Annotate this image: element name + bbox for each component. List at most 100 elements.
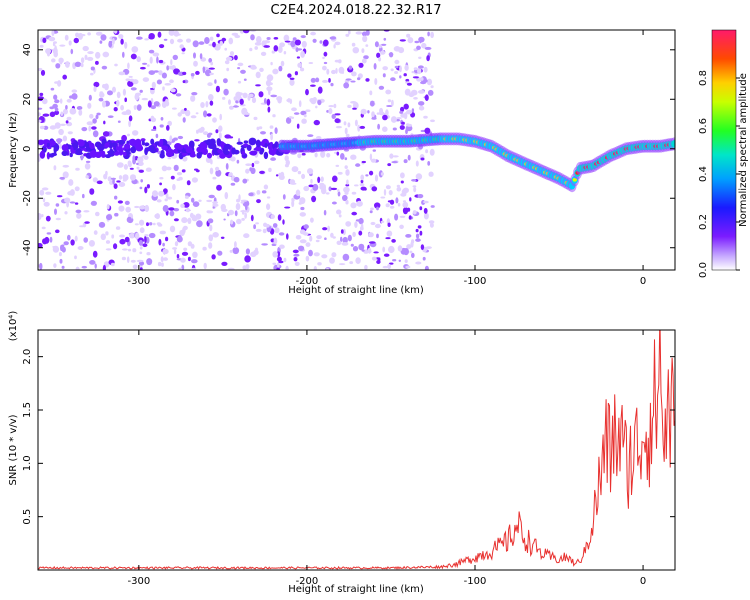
noise-speckle — [428, 220, 435, 224]
noise-speckle — [176, 172, 183, 176]
noise-speckle — [234, 55, 238, 61]
noise-speckle — [174, 33, 181, 36]
noise-speckle — [63, 108, 68, 115]
noise-speckle — [53, 41, 57, 44]
noise-speckle — [79, 225, 85, 228]
noise-speckle — [276, 256, 282, 262]
noise-speckle — [404, 64, 409, 71]
band-speckle — [46, 142, 50, 148]
band-speckle — [161, 145, 169, 151]
noise-speckle — [64, 211, 68, 215]
noise-speckle — [413, 187, 417, 193]
noise-speckle — [360, 223, 364, 230]
noise-speckle — [209, 224, 213, 232]
noise-speckle — [200, 102, 205, 108]
band-speckle — [206, 152, 213, 159]
noise-speckle — [256, 199, 261, 204]
noise-speckle — [208, 234, 214, 242]
band-speckle — [148, 145, 156, 151]
noise-speckle — [140, 66, 146, 70]
noise-speckle — [169, 135, 173, 143]
noise-speckle — [212, 176, 217, 180]
noise-speckle — [344, 165, 348, 170]
noise-speckle — [181, 217, 188, 224]
noise-speckle — [60, 111, 64, 116]
band-speckle — [101, 152, 106, 158]
noise-speckle — [312, 183, 319, 191]
noise-speckle — [106, 214, 113, 221]
noise-speckle — [102, 84, 106, 89]
noise-speckle — [406, 33, 411, 38]
noise-speckle — [42, 37, 47, 43]
noise-speckle — [399, 65, 402, 73]
noise-speckle — [278, 232, 285, 236]
noise-speckle — [139, 267, 143, 270]
noise-speckle — [113, 183, 118, 189]
noise-speckle — [116, 99, 120, 107]
noise-speckle — [376, 52, 381, 58]
noise-speckle — [162, 242, 165, 247]
noise-speckle — [92, 250, 98, 258]
noise-speckle — [349, 261, 354, 265]
noise-speckle — [119, 234, 125, 238]
noise-speckle — [409, 250, 413, 254]
noise-speckle — [412, 210, 417, 215]
noise-speckle — [169, 210, 175, 217]
noise-speckle — [369, 170, 374, 176]
noise-speckle — [305, 88, 309, 96]
noise-speckle — [405, 78, 410, 82]
band-speckle — [189, 152, 196, 158]
noise-speckle — [395, 197, 399, 204]
noise-speckle — [294, 261, 300, 266]
noise-speckle — [148, 49, 155, 54]
noise-speckle — [326, 68, 330, 75]
noise-speckle — [371, 111, 375, 118]
noise-speckle — [105, 240, 111, 244]
noise-speckle — [212, 117, 217, 123]
noise-speckle — [139, 89, 143, 93]
noise-speckle — [320, 150, 326, 158]
noise-speckle — [77, 246, 84, 250]
noise-speckle — [134, 93, 140, 101]
noise-speckle — [128, 120, 132, 128]
noise-speckle — [277, 214, 282, 221]
noise-speckle — [146, 184, 150, 189]
noise-speckle — [403, 73, 407, 77]
band-speckle — [181, 152, 189, 156]
noise-speckle — [161, 262, 164, 267]
noise-speckle — [68, 40, 72, 46]
noise-speckle — [169, 38, 175, 45]
noise-speckle — [238, 194, 241, 202]
noise-speckle — [294, 71, 298, 76]
noise-speckle — [169, 225, 176, 233]
noise-speckle — [313, 252, 320, 257]
noise-speckle — [242, 30, 250, 34]
noise-speckle — [58, 57, 64, 64]
noise-speckle — [71, 89, 78, 93]
noise-speckle — [345, 33, 350, 37]
noise-speckle — [90, 66, 95, 71]
noise-speckle — [54, 110, 60, 116]
noise-speckle — [244, 255, 251, 263]
noise-speckle — [43, 201, 50, 207]
noise-speckle — [52, 245, 59, 248]
band-speckle — [135, 145, 144, 152]
noise-speckle — [266, 98, 271, 106]
noise-speckle — [256, 190, 261, 195]
noise-speckle — [314, 152, 318, 158]
noise-speckle — [223, 78, 228, 84]
band-speckle — [113, 150, 120, 156]
noise-speckle — [126, 256, 130, 264]
noise-speckle — [152, 52, 160, 57]
noise-speckle — [164, 83, 172, 86]
colorbar-tick-label: 0.8 — [698, 70, 709, 86]
noise-speckle — [51, 58, 56, 63]
noise-speckle — [342, 228, 346, 236]
noise-speckle — [180, 203, 185, 208]
noise-speckle — [84, 54, 88, 60]
noise-speckle — [168, 207, 175, 211]
noise-speckle — [354, 221, 358, 229]
noise-speckle — [265, 223, 270, 228]
noise-speckle — [284, 40, 291, 43]
noise-speckle — [411, 179, 417, 182]
